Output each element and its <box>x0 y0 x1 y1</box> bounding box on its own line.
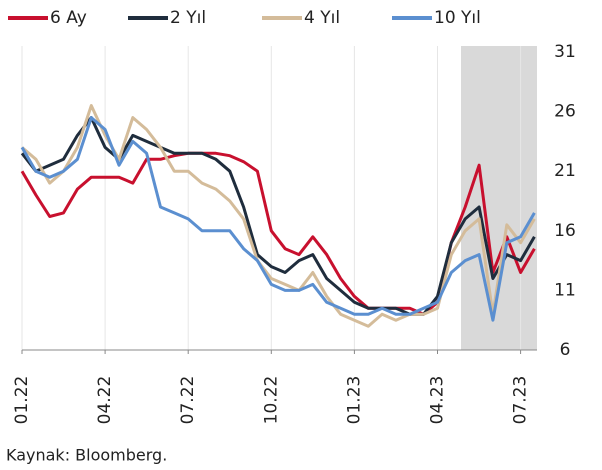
x-tick-label: 07.23 <box>511 376 531 425</box>
y-tick-label: 16 <box>554 221 576 241</box>
series-line <box>20 116 536 322</box>
legend-label: 4 Yıl <box>304 8 340 28</box>
legend-label: 2 Yıl <box>170 8 206 28</box>
legend-label: 10 Yıl <box>434 8 481 28</box>
x-tick-label: 07.22 <box>178 376 198 425</box>
y-tick-label: 11 <box>554 280 576 300</box>
y-tick-label: 21 <box>554 161 576 181</box>
shaded-period <box>461 46 537 350</box>
x-tick-label: 01.22 <box>12 376 32 425</box>
y-tick-label: 6 <box>560 340 571 360</box>
source-note: Kaynak: Bloomberg. <box>6 446 167 465</box>
x-tick-label: 10.22 <box>261 376 281 425</box>
y-tick-label: 26 <box>554 102 576 122</box>
x-tick-label: 01.23 <box>344 376 364 425</box>
x-tick-label: 04.23 <box>428 376 448 425</box>
x-tick-label: 04.22 <box>95 376 115 425</box>
y-tick-label: 31 <box>554 42 576 62</box>
series-line <box>21 104 536 328</box>
legend-label: 6 Ay <box>50 8 87 28</box>
series-line <box>20 116 536 316</box>
